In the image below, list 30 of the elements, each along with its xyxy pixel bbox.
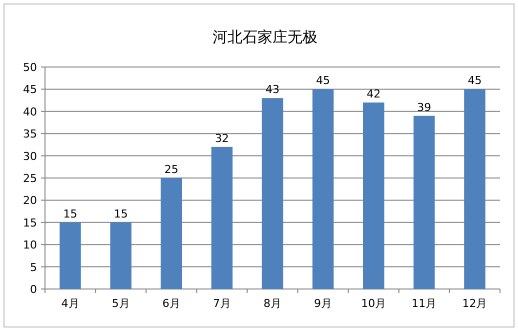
- x-tick-label: 4月: [61, 297, 80, 310]
- title: 河北石家庄无极: [212, 28, 318, 46]
- data-label: 43: [266, 83, 280, 96]
- x-tick-label: 5月: [112, 297, 130, 310]
- y-tick-label: 45: [23, 83, 37, 96]
- x-tick-label: 12月: [462, 297, 488, 310]
- y-tick-label: 20: [23, 194, 37, 208]
- data-label: 15: [114, 207, 128, 220]
- data-label: 39: [417, 100, 432, 114]
- y-tick-label: 0: [30, 283, 37, 296]
- y-tick-label: 25: [23, 172, 37, 185]
- data-label: 45: [316, 74, 330, 88]
- x-tick-label: 9月: [314, 297, 332, 310]
- data-label: 32: [214, 132, 229, 145]
- x-tick-label: 10月: [361, 297, 386, 310]
- y-tick-label: 15: [23, 216, 37, 230]
- x-tick-label: 6月: [162, 297, 180, 310]
- x-tick-label: 11月: [412, 297, 437, 310]
- data-label: 42: [366, 88, 381, 101]
- y-tick-label: 10: [23, 238, 37, 252]
- y-tick-label: 35: [23, 128, 37, 141]
- x-tick-label: 8月: [264, 297, 282, 310]
- data-label: 25: [164, 163, 178, 176]
- y-tick-label: 30: [23, 150, 37, 163]
- data-label: 15: [63, 207, 78, 220]
- x-tick-label: 7月: [212, 297, 231, 310]
- y-tick-label: 50: [23, 61, 37, 74]
- data-label: 45: [468, 74, 482, 88]
- y-tick-label: 5: [30, 260, 37, 274]
- y-tick-label: 40: [23, 105, 37, 118]
